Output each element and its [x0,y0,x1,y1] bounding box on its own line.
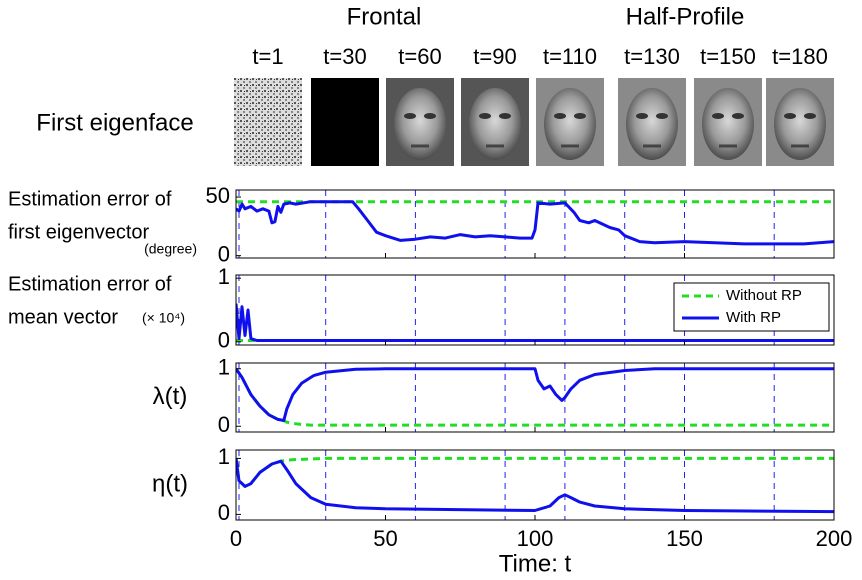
face-shape [394,88,446,160]
snapshot-label: t=130 [624,44,680,69]
eye [499,113,511,119]
y-axis-unit: (degree) [144,241,197,257]
series-line [236,367,834,422]
group-label: Frontal [347,3,422,30]
eigenface-image [234,78,302,166]
series-line [236,303,834,342]
eye [404,113,416,119]
eye [784,113,796,119]
row-label: First eigenface [36,109,193,136]
y-tick-label: 0 [218,241,230,266]
snapshot-label: t=180 [772,44,828,69]
face-shape [774,88,826,160]
face-shape [626,88,678,160]
legend-label: With RP [726,309,781,326]
legend-label: Without RP [726,287,802,304]
y-axis-label: mean vector [8,306,118,328]
x-tick-label: 0 [230,526,242,551]
x-axis-label: Time: t [499,550,572,577]
eye [554,113,566,119]
series-line [236,458,834,514]
y-axis-label: η(t) [152,470,188,497]
legend-box [673,282,830,332]
snapshot-label: t=150 [700,44,756,69]
y-tick-label: 1 [218,444,230,469]
snapshot-label: t=30 [323,44,366,69]
eye [712,113,724,119]
eye [732,113,744,119]
y-tick-label: 0 [218,500,230,525]
y-tick-label: 1 [218,264,230,289]
face-shape [702,88,754,160]
group-label: Half-Profile [626,3,745,30]
x-tick-label: 50 [373,526,397,551]
series-line [236,200,834,246]
y-axis-label: first eigenvector [8,221,150,243]
snapshot-label: t=60 [398,44,441,69]
snapshot-label: t=110 [543,44,597,69]
x-tick-label: 200 [816,526,853,551]
eye [574,113,586,119]
eigenface-image [311,78,379,166]
eye [804,113,816,119]
y-tick-label: 1 [218,355,230,380]
eye [479,113,491,119]
y-axis-unit: (× 10⁴) [142,310,185,326]
y-tick-label: 0 [218,412,230,437]
eye [636,113,648,119]
eye [424,113,436,119]
x-tick-label: 100 [517,526,554,551]
series-line [236,456,834,488]
snapshot-label: t=1 [252,44,283,69]
x-tick-label: 150 [666,526,703,551]
y-axis-label: λ(t) [153,383,188,410]
face-shape [544,88,596,160]
y-tick-label: 50 [206,183,230,208]
y-axis-label: Estimation error of [8,188,172,210]
y-axis-label: Estimation error of [8,273,172,295]
eye [656,113,668,119]
y-tick-label: 0 [218,328,230,353]
face-shape [469,88,521,160]
snapshot-label: t=90 [473,44,516,69]
